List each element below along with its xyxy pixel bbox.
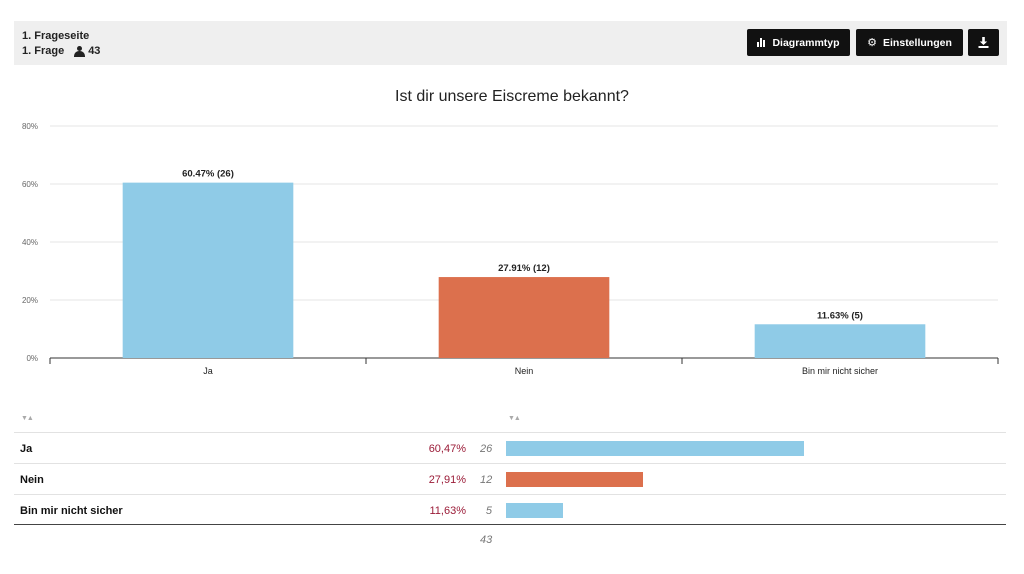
row-label: Bin mir nicht sicher xyxy=(20,505,123,517)
row-label: Ja xyxy=(20,443,33,455)
y-tick-label: 0% xyxy=(26,354,38,363)
data-label: 11.63% (5) xyxy=(817,310,863,321)
x-tick-label: Bin mir nicht sicher xyxy=(802,366,878,376)
row-percent: 27,91% xyxy=(428,474,466,486)
row-count: 5 xyxy=(485,505,492,517)
table-row: Bin mir nicht sicher 11,63% 5 xyxy=(14,494,1006,525)
row-percent: 11,63% xyxy=(429,505,467,517)
y-tick-label: 80% xyxy=(22,122,38,131)
chart-type-label: Diagrammtyp xyxy=(772,36,840,49)
y-tick-label: 40% xyxy=(22,238,38,247)
bar-chart-icon xyxy=(757,38,766,47)
data-label: 27.91% (12) xyxy=(498,263,550,274)
x-tick-label: Nein xyxy=(515,366,534,376)
row-percent: 60,47% xyxy=(428,443,466,455)
sort-label-icon[interactable]: ▼▲ xyxy=(21,415,34,422)
bar xyxy=(122,182,294,358)
question-info: 1. Frage 43 xyxy=(22,45,100,57)
chart-title: Ist dir unsere Eiscreme bekannt? xyxy=(395,88,629,105)
table-row: Nein 27,91% 12 xyxy=(14,463,1006,494)
x-tick-label: Ja xyxy=(203,366,213,376)
settings-button[interactable]: ⚙ Einstellungen xyxy=(856,29,963,56)
bar xyxy=(754,324,926,358)
sort-value-icon[interactable]: ▼▲ xyxy=(508,415,521,422)
question-label: 1. Frage xyxy=(22,45,65,57)
row-count: 12 xyxy=(480,474,493,486)
settings-label: Einstellungen xyxy=(883,36,952,49)
question-header: 1. Frageseite 1. Frage 43 Diagrammtyp ⚙ … xyxy=(14,21,1007,65)
table-row: Ja 60,47% 26 xyxy=(14,432,1006,463)
respondent-count: 43 xyxy=(88,45,101,57)
chart-type-button[interactable]: Diagrammtyp xyxy=(747,29,850,56)
results-table: Ja 60,47% 26 Nein 27,91% 12 Bin mir nich… xyxy=(14,432,1006,525)
data-label: 60.47% (26) xyxy=(182,169,234,180)
bar-chart: 0% 20% 40% 60% 80% 60.47% (26) Ja 27.91% (12) Ne… xyxy=(22,122,999,376)
row-count: 26 xyxy=(480,443,493,455)
person-icon xyxy=(74,45,86,57)
y-tick-label: 60% xyxy=(22,180,38,189)
page-label: 1. Frageseite xyxy=(22,30,90,42)
download-button[interactable] xyxy=(968,29,999,56)
row-bar xyxy=(506,472,644,487)
bar xyxy=(438,277,610,358)
row-bar xyxy=(506,503,564,518)
gear-icon: ⚙ xyxy=(867,37,878,49)
download-icon xyxy=(978,37,989,48)
row-label: Nein xyxy=(20,474,44,486)
total-count: 43 xyxy=(480,534,493,546)
y-tick-label: 20% xyxy=(22,296,38,305)
row-bar xyxy=(506,441,804,456)
